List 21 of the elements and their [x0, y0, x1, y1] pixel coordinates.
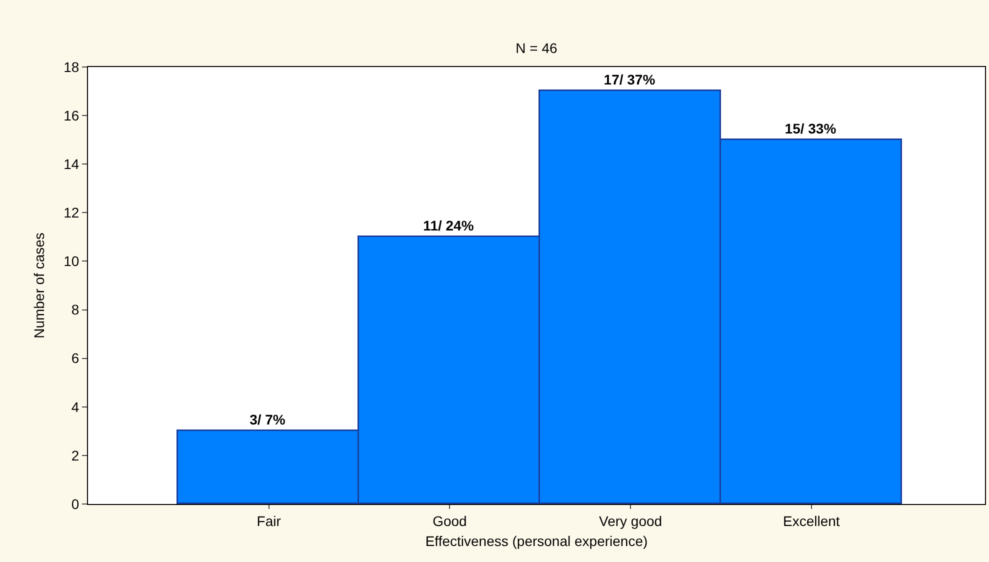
y-tick-label: 18: [64, 58, 80, 75]
y-tick-label: 10: [64, 253, 80, 270]
y-tick-label: 0: [71, 496, 80, 512]
y-tick-label: 6: [71, 350, 80, 366]
data-label: 11/ 24%: [423, 217, 474, 234]
y-tick-label: 8: [71, 302, 80, 318]
y-tick-label: 14: [64, 156, 80, 172]
y-tick-label: 12: [64, 204, 80, 221]
chart-title: N = 46: [516, 40, 558, 56]
x-tick-label: Good: [432, 512, 467, 529]
data-label: 17/ 37%: [604, 71, 656, 88]
x-axis-title: Effectiveness (personal experience): [425, 533, 648, 550]
y-tick-label: 16: [64, 107, 80, 124]
x-tick-label: Very good: [599, 512, 662, 529]
x-tick-label: Excellent: [782, 512, 840, 529]
y-tick-label: 4: [71, 398, 80, 415]
x-tick-label: Fair: [256, 512, 282, 529]
data-label: 3/ 7%: [250, 411, 286, 428]
data-label: 15/ 33%: [784, 120, 837, 136]
y-tick-label: 2: [71, 447, 80, 464]
y-axis-title: Number of cases: [31, 232, 48, 338]
